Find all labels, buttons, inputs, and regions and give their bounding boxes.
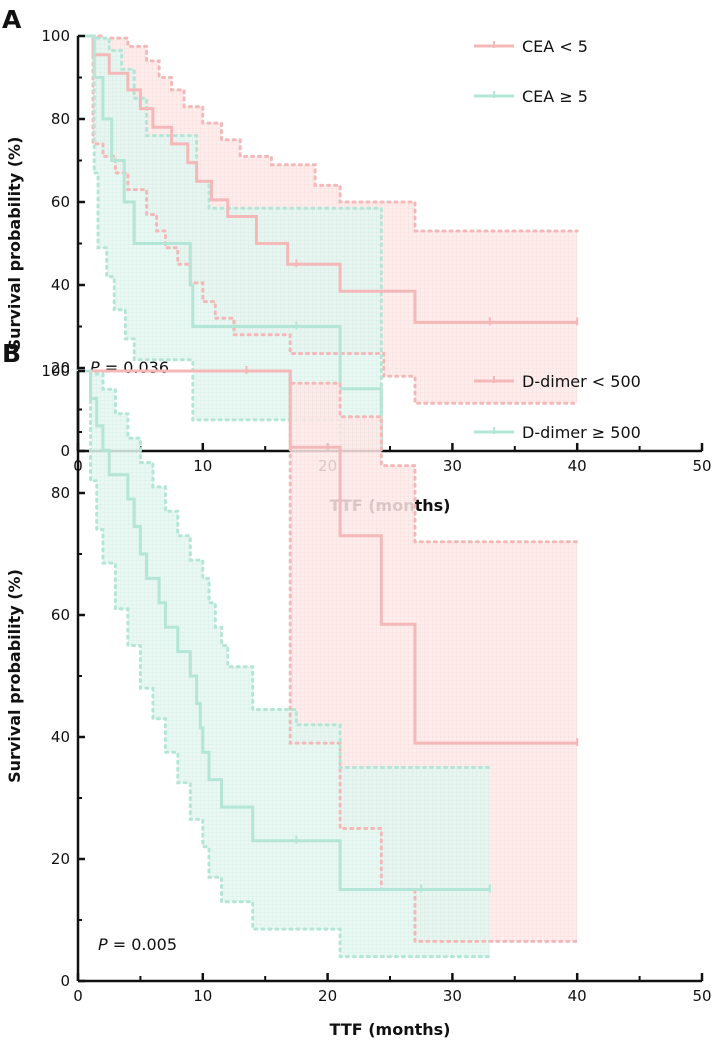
ci-upper-line bbox=[76, 369, 492, 769]
y-axis-title: Survival probability (%) bbox=[5, 569, 24, 783]
ci-band-high bbox=[78, 36, 382, 451]
legend-label: CEA ≥ 5 bbox=[522, 87, 588, 106]
ci-upper-line bbox=[76, 34, 383, 453]
p-value: = 0.005 bbox=[108, 935, 177, 954]
x-tick-label: 50 bbox=[692, 457, 711, 475]
y-axis-title: Survival probability (%) bbox=[5, 137, 24, 351]
y-tick-label: 80 bbox=[51, 484, 70, 502]
x-tick-label: 20 bbox=[318, 987, 337, 1005]
x-tick-label: 10 bbox=[193, 987, 212, 1005]
y-tick-label: 40 bbox=[51, 728, 70, 746]
y-tick-label: 20 bbox=[51, 359, 70, 377]
ci-lower-line bbox=[76, 34, 342, 453]
legend-label: CEA < 5 bbox=[522, 37, 588, 56]
legend-label: D-dimer ≥ 500 bbox=[522, 423, 641, 442]
ci-band-high bbox=[78, 371, 490, 957]
ci-lower-line bbox=[76, 369, 492, 959]
panel-letter: B bbox=[2, 339, 21, 368]
x-tick-label: 50 bbox=[692, 987, 711, 1005]
legend-label: D-dimer < 500 bbox=[522, 372, 641, 391]
x-tick-label: 40 bbox=[568, 457, 587, 475]
x-tick-label: 0 bbox=[73, 987, 83, 1005]
y-tick-label: 0 bbox=[60, 442, 70, 460]
y-tick-label: 60 bbox=[51, 193, 70, 211]
ci-lower-line bbox=[288, 369, 579, 943]
ci-upper-line bbox=[76, 34, 579, 233]
y-tick-label: 100 bbox=[41, 27, 70, 45]
y-tick-label: 100 bbox=[41, 362, 70, 380]
x-tick-label: 10 bbox=[193, 457, 212, 475]
p-value: = 0.036 bbox=[100, 358, 169, 377]
p-symbol: P bbox=[98, 935, 108, 954]
p-value-label: P = 0.005 bbox=[98, 935, 177, 954]
p-symbol: P bbox=[90, 358, 100, 377]
y-tick-label: 80 bbox=[51, 110, 70, 128]
y-tick-label: 60 bbox=[51, 606, 70, 624]
y-tick-label: 0 bbox=[60, 972, 70, 990]
y-tick-label: 20 bbox=[51, 850, 70, 868]
y-tick-label: 40 bbox=[51, 276, 70, 294]
panel-letter: A bbox=[2, 5, 22, 34]
survival-line-high bbox=[78, 369, 490, 891]
x-tick-label: 30 bbox=[443, 987, 462, 1005]
x-tick-label: 40 bbox=[568, 987, 587, 1005]
x-tick-label: 30 bbox=[443, 457, 462, 475]
survival-line-low bbox=[78, 369, 578, 745]
ci-upper-line bbox=[288, 369, 579, 544]
x-axis-title: TTF (months) bbox=[330, 1020, 451, 1039]
survival-line-high bbox=[78, 34, 383, 451]
